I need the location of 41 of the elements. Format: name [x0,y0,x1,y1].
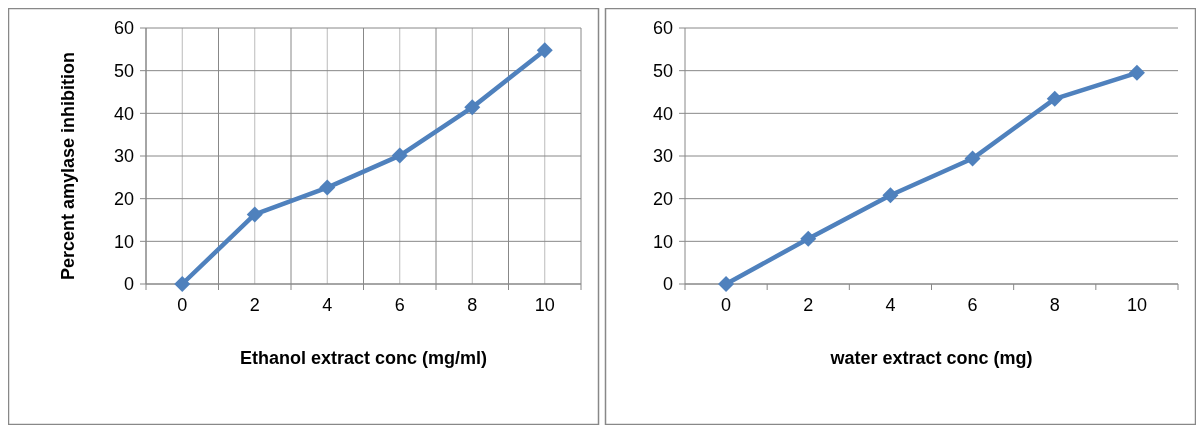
x-tick-label: 10 [1126,295,1147,315]
y-tick-label: 20 [652,188,673,209]
y-tick-label: 10 [652,231,673,252]
y-axis-title: Percent amylase inhibition [58,51,78,281]
y-tick-label: 60 [652,18,673,39]
point [464,99,481,116]
point [800,230,817,247]
point [246,206,263,223]
x-tick-label: 4 [322,295,333,315]
point [882,187,899,204]
x-axis-title: Ethanol extract conc (mg/ml) [239,348,488,368]
point [964,150,981,167]
point [391,147,408,164]
point [1128,64,1145,81]
y-tick-label: 20 [113,188,134,209]
x-tick-label: 8 [467,295,478,315]
y-tick-label: 0 [123,274,134,295]
point [1046,90,1063,107]
x-axis-title: water extract conc (mg) [829,348,1033,368]
x-tick-label: 6 [394,295,405,315]
y-tick-label: 50 [113,60,134,81]
x-tick-label: 2 [803,295,814,315]
y-tick-label: 0 [662,274,673,295]
x-tick-label: 10 [534,295,555,315]
y-tick-label: 30 [113,146,134,167]
y-tick-label: 30 [652,146,673,167]
y-tick-label: 60 [113,18,134,39]
x-tick-label: 4 [885,295,896,315]
x-tick-label: 6 [967,295,978,315]
point [718,276,735,292]
y-tick-label: 40 [652,103,673,124]
x-tick-label: 8 [1049,295,1060,315]
point [536,42,553,59]
point [174,276,191,292]
y-tick-label: 40 [113,103,134,124]
x-tick-label: 0 [721,295,732,315]
y-tick-label: 10 [113,231,134,252]
x-tick-label: 2 [249,295,260,315]
x-tick-label: 0 [177,295,188,315]
y-tick-label: 50 [652,60,673,81]
point [319,179,336,196]
